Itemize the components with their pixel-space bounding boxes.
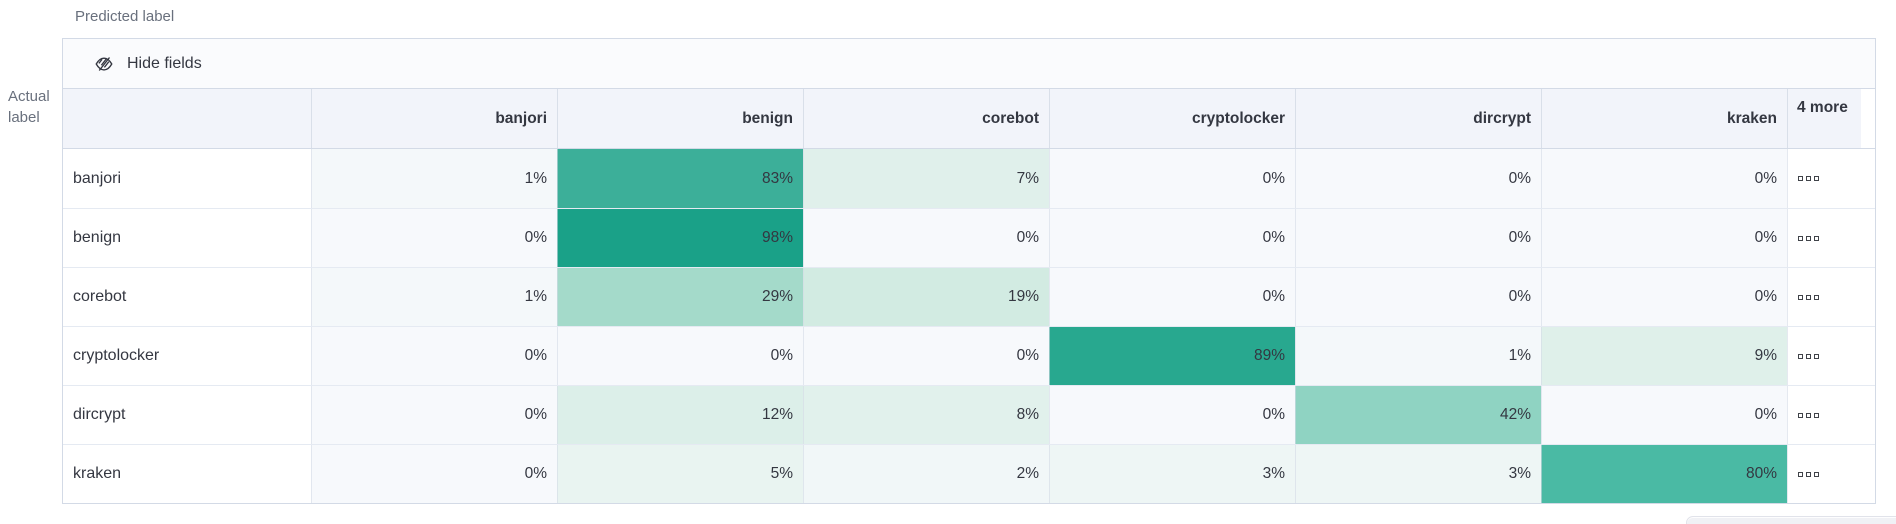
- boxes-horizontal-icon: [1798, 471, 1803, 477]
- matrix-cell: 29%: [557, 268, 803, 326]
- boxes-horizontal-icon: [1798, 235, 1803, 241]
- boxes-horizontal-icon: [1814, 471, 1819, 477]
- matrix-cell: 1%: [1295, 327, 1541, 385]
- table-row-banjori: banjori 1% 83% 7% 0% 0% 0%: [63, 149, 1875, 208]
- matrix-cell: 0%: [311, 386, 557, 444]
- row-more-button[interactable]: [1787, 386, 1861, 444]
- table-row-kraken: kraken 0% 5% 2% 3% 3% 80%: [63, 444, 1875, 503]
- matrix-cell: 0%: [1541, 268, 1787, 326]
- horizontal-scrollbar-thumb[interactable]: [1686, 516, 1896, 524]
- matrix-cell: 2%: [803, 445, 1049, 503]
- matrix-cell: 0%: [803, 209, 1049, 267]
- row-filler: [1861, 149, 1875, 208]
- actual-axis-label: Actual label: [8, 88, 50, 126]
- matrix-cell: 83%: [557, 149, 803, 208]
- row-label: cryptolocker: [63, 327, 311, 385]
- column-header-cryptolocker: cryptolocker: [1049, 89, 1295, 148]
- matrix-cell: 0%: [1541, 386, 1787, 444]
- row-more-button[interactable]: [1787, 445, 1861, 503]
- row-label: benign: [63, 209, 311, 267]
- matrix-cell: 12%: [557, 386, 803, 444]
- row-filler: [1861, 445, 1875, 503]
- matrix-cell: 0%: [803, 327, 1049, 385]
- eye-closed-icon: [95, 56, 113, 71]
- matrix-cell: 42%: [1295, 386, 1541, 444]
- boxes-horizontal-icon: [1806, 412, 1811, 418]
- matrix-cell: 1%: [311, 268, 557, 326]
- hide-fields-button[interactable]: Hide fields: [63, 39, 1875, 89]
- predicted-axis-label: Predicted label: [75, 8, 175, 25]
- matrix-cell: 9%: [1541, 327, 1787, 385]
- table-row-benign: benign 0% 98% 0% 0% 0% 0%: [63, 208, 1875, 267]
- matrix-cell: 0%: [1049, 149, 1295, 208]
- boxes-horizontal-icon: [1814, 353, 1819, 359]
- matrix-cell: 3%: [1049, 445, 1295, 503]
- row-more-button[interactable]: [1787, 268, 1861, 326]
- boxes-horizontal-icon: [1798, 176, 1803, 181]
- matrix-corner-cell: [63, 89, 311, 148]
- matrix-body: banjori 1% 83% 7% 0% 0% 0% benign 0% 98% 0% 0% 0% 0% c…: [63, 149, 1875, 503]
- column-header-corebot: corebot: [803, 89, 1049, 148]
- column-header-benign: benign: [557, 89, 803, 148]
- boxes-horizontal-icon: [1806, 353, 1811, 359]
- hide-fields-label: Hide fields: [127, 54, 202, 72]
- boxes-horizontal-icon: [1806, 471, 1811, 477]
- matrix-cell: 0%: [311, 445, 557, 503]
- table-row-dircrypt: dircrypt 0% 12% 8% 0% 42% 0%: [63, 385, 1875, 444]
- column-header-kraken: kraken: [1541, 89, 1787, 148]
- boxes-horizontal-icon: [1798, 353, 1803, 359]
- boxes-horizontal-icon: [1814, 412, 1819, 418]
- boxes-horizontal-icon: [1798, 294, 1803, 300]
- matrix-cell: 98%: [557, 209, 803, 267]
- row-label: kraken: [63, 445, 311, 503]
- matrix-cell: 0%: [311, 209, 557, 267]
- matrix-cell: 0%: [1295, 268, 1541, 326]
- boxes-horizontal-icon: [1814, 176, 1819, 181]
- table-row-cryptolocker: cryptolocker 0% 0% 0% 89% 1% 9%: [63, 326, 1875, 385]
- row-more-button[interactable]: [1787, 327, 1861, 385]
- matrix-cell: 0%: [311, 327, 557, 385]
- matrix-cell: 0%: [557, 327, 803, 385]
- matrix-cell: 5%: [557, 445, 803, 503]
- column-header-banjori: banjori: [311, 89, 557, 148]
- row-filler: [1861, 268, 1875, 326]
- matrix-cell: 0%: [1049, 386, 1295, 444]
- boxes-horizontal-icon: [1806, 235, 1811, 241]
- matrix-cell: 0%: [1295, 209, 1541, 267]
- header-filler: [1861, 89, 1875, 148]
- row-more-button[interactable]: [1787, 149, 1861, 208]
- boxes-horizontal-icon: [1814, 235, 1819, 241]
- matrix-cell: 0%: [1049, 268, 1295, 326]
- row-filler: [1861, 386, 1875, 444]
- boxes-horizontal-icon: [1806, 294, 1811, 300]
- row-label: corebot: [63, 268, 311, 326]
- matrix-header-row: banjori benign corebot cryptolocker dircrypt…: [63, 89, 1875, 149]
- row-filler: [1861, 209, 1875, 267]
- row-label: banjori: [63, 149, 311, 208]
- row-filler: [1861, 327, 1875, 385]
- confusion-matrix-table: Hide fields banjori benign corebot cryptolo…: [62, 38, 1876, 504]
- matrix-cell: 7%: [803, 149, 1049, 208]
- column-header-dircrypt: dircrypt: [1295, 89, 1541, 148]
- row-more-button[interactable]: [1787, 209, 1861, 267]
- table-row-corebot: corebot 1% 29% 19% 0% 0% 0%: [63, 267, 1875, 326]
- matrix-cell: 3%: [1295, 445, 1541, 503]
- boxes-horizontal-icon: [1806, 176, 1811, 181]
- matrix-cell: 89%: [1049, 327, 1295, 385]
- matrix-cell: 1%: [311, 149, 557, 208]
- matrix-cell: 0%: [1049, 209, 1295, 267]
- boxes-horizontal-icon: [1798, 412, 1803, 418]
- matrix-cell: 0%: [1541, 149, 1787, 208]
- matrix-cell: 19%: [803, 268, 1049, 326]
- matrix-cell: 80%: [1541, 445, 1787, 503]
- matrix-cell: 8%: [803, 386, 1049, 444]
- row-label: dircrypt: [63, 386, 311, 444]
- matrix-cell: 0%: [1541, 209, 1787, 267]
- boxes-horizontal-icon: [1814, 294, 1819, 300]
- more-columns-header[interactable]: 4 more: [1787, 89, 1861, 148]
- matrix-cell: 0%: [1295, 149, 1541, 208]
